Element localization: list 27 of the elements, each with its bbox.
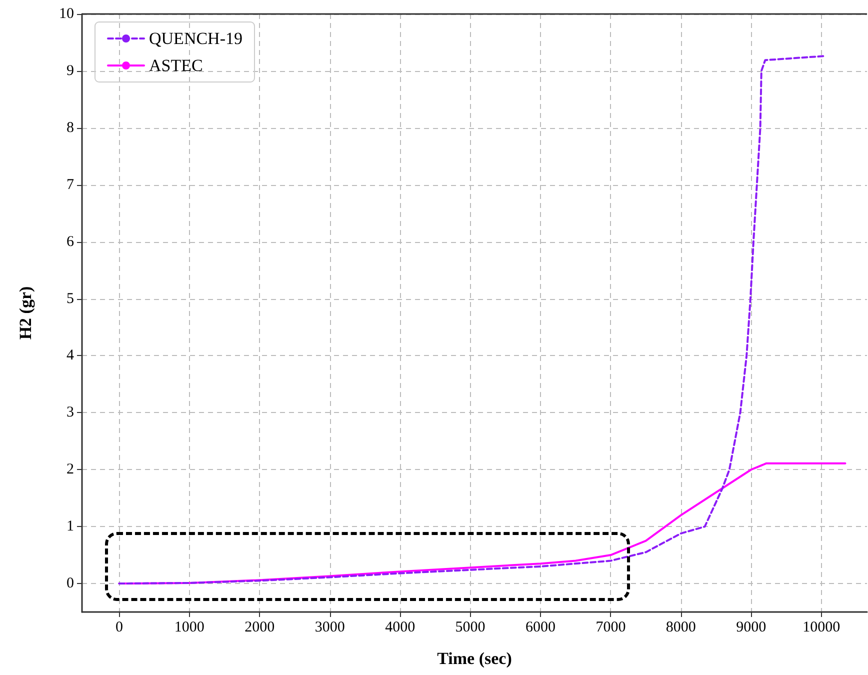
x-tick-label: 1000 <box>174 620 204 636</box>
y-tick-label: 4 <box>66 348 74 364</box>
y-tick-label: 7 <box>66 176 74 193</box>
x-tick-label: 0 <box>115 620 123 636</box>
x-tick-label: 10000 <box>802 620 840 636</box>
line-series <box>118 55 824 585</box>
y-tick-label: 9 <box>66 62 74 79</box>
y-tick-label: 6 <box>66 234 74 250</box>
x-tick-label: 3000 <box>314 620 345 636</box>
x-tick-label: 5000 <box>455 620 486 636</box>
legend-label: ASTEC <box>149 56 203 75</box>
legend-label: QUENCH-19 <box>149 29 242 48</box>
x-tick-label: 7000 <box>596 620 626 636</box>
y-axis-title: H2 (gr) <box>16 286 35 340</box>
x-axis-title: Time (sec) <box>437 649 512 668</box>
y-tick-label: 0 <box>66 576 74 592</box>
y-tick-label: 3 <box>66 404 74 421</box>
x-tick-label: 9000 <box>736 620 766 636</box>
x-tick-label: 6000 <box>526 620 556 636</box>
x-tick-label: 4000 <box>385 620 416 636</box>
x-tick-label: 8000 <box>666 620 696 636</box>
y-tick-label: 10 <box>59 6 74 22</box>
y-tick-label: 5 <box>66 290 74 307</box>
y-tick-label: 1 <box>66 518 74 535</box>
x-tick-label: 2000 <box>244 620 275 636</box>
y-tick-label: 2 <box>66 462 74 478</box>
y-tick-label: 8 <box>66 120 74 136</box>
